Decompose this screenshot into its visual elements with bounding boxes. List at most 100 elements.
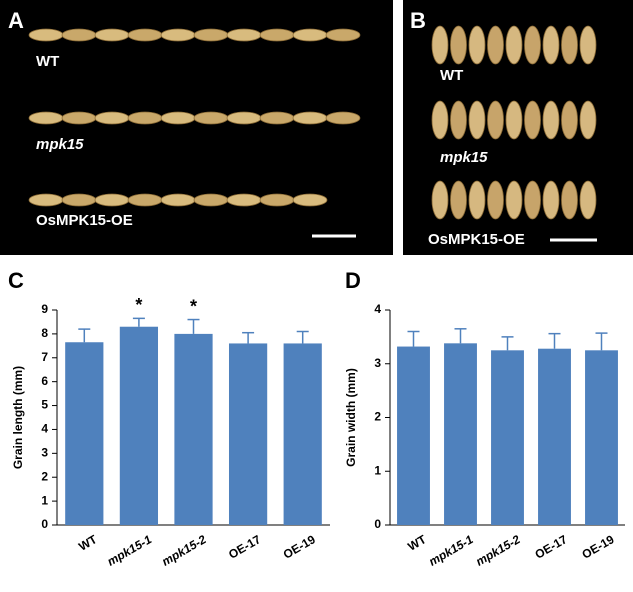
grain bbox=[193, 28, 229, 42]
grain bbox=[505, 25, 523, 65]
x-tick-label: WT bbox=[405, 532, 429, 554]
grain bbox=[127, 28, 163, 42]
grain bbox=[561, 100, 578, 140]
y-tick-label: 4 bbox=[41, 422, 48, 436]
grain bbox=[524, 100, 541, 140]
y-tick-label: 5 bbox=[41, 398, 48, 412]
grains bbox=[28, 25, 597, 220]
y-tick-label: 4 bbox=[374, 302, 381, 316]
significance: * bbox=[135, 295, 142, 315]
grain bbox=[450, 100, 467, 140]
significance: * bbox=[190, 296, 197, 316]
y-axis-label: Grain width (mm) bbox=[344, 368, 358, 467]
grain bbox=[431, 100, 449, 140]
grain bbox=[94, 28, 130, 42]
grain bbox=[524, 180, 541, 220]
grain bbox=[561, 25, 578, 65]
bar bbox=[538, 348, 571, 525]
row-label: mpk15 bbox=[36, 136, 84, 153]
y-tick-label: 0 bbox=[374, 517, 381, 531]
x-tick-label: OE-19 bbox=[281, 532, 318, 562]
grain bbox=[28, 111, 64, 125]
grain bbox=[579, 25, 597, 65]
grain bbox=[431, 180, 449, 220]
grain bbox=[468, 25, 486, 65]
grain bbox=[292, 111, 328, 125]
y-axis-label: Grain length (mm) bbox=[11, 366, 25, 469]
y-tick-label: 1 bbox=[41, 493, 48, 507]
grain bbox=[28, 28, 64, 42]
grain bbox=[487, 180, 504, 220]
bar bbox=[397, 346, 430, 525]
x-tick-label: OE-19 bbox=[580, 532, 617, 562]
x-tick-label: mpk15-1 bbox=[105, 532, 154, 569]
grain bbox=[226, 28, 262, 42]
grain bbox=[542, 100, 560, 140]
y-tick-label: 1 bbox=[374, 463, 381, 477]
grain bbox=[579, 180, 597, 220]
x-tick-label: mpk15-1 bbox=[426, 532, 475, 569]
bar bbox=[228, 343, 268, 525]
grain bbox=[160, 193, 196, 207]
grain bbox=[450, 25, 467, 65]
y-tick-label: 3 bbox=[41, 446, 48, 460]
x-tick-label: mpk15-2 bbox=[159, 532, 208, 569]
bar bbox=[65, 342, 104, 525]
bar bbox=[283, 343, 322, 525]
row-label: WT bbox=[440, 67, 463, 84]
grain bbox=[561, 180, 578, 220]
grain bbox=[325, 28, 361, 42]
grain bbox=[450, 180, 467, 220]
grain bbox=[94, 111, 130, 125]
panel-label: C bbox=[8, 268, 24, 293]
row-label: OsMPK15-OE bbox=[36, 212, 133, 229]
grain bbox=[505, 100, 523, 140]
grain bbox=[61, 111, 97, 125]
row-label: WT bbox=[36, 53, 59, 70]
x-tick-label: OE-17 bbox=[226, 532, 263, 562]
grain bbox=[487, 100, 504, 140]
grain bbox=[193, 111, 229, 125]
grain bbox=[487, 25, 504, 65]
grain bbox=[28, 193, 64, 207]
y-tick-label: 7 bbox=[41, 350, 48, 364]
grain bbox=[259, 28, 295, 42]
row-label: OsMPK15-OE bbox=[428, 231, 525, 248]
grain bbox=[542, 25, 560, 65]
panel-label: D bbox=[345, 268, 361, 293]
grain bbox=[226, 193, 262, 207]
grain bbox=[160, 28, 196, 42]
bar bbox=[119, 326, 159, 525]
grain bbox=[61, 193, 97, 207]
grain bbox=[226, 111, 262, 125]
grain bbox=[127, 193, 163, 207]
grain bbox=[542, 180, 560, 220]
y-tick-label: 0 bbox=[41, 517, 48, 531]
y-tick-label: 3 bbox=[374, 356, 381, 370]
grain bbox=[579, 100, 597, 140]
grain bbox=[160, 111, 196, 125]
y-tick-label: 2 bbox=[374, 410, 381, 424]
x-tick-label: OE-17 bbox=[533, 532, 570, 562]
x-tick-label: WT bbox=[76, 532, 100, 554]
grain bbox=[431, 25, 449, 65]
grain bbox=[292, 28, 328, 42]
bar bbox=[174, 333, 213, 525]
grain bbox=[127, 111, 163, 125]
bar bbox=[444, 343, 477, 525]
panel-label: A bbox=[8, 8, 24, 33]
grain bbox=[61, 28, 97, 42]
grain bbox=[292, 193, 328, 207]
bar bbox=[585, 350, 618, 525]
grain bbox=[524, 25, 541, 65]
grain bbox=[468, 100, 486, 140]
panel-label: B bbox=[410, 8, 426, 33]
grain bbox=[94, 193, 130, 207]
x-tick-label: mpk15-2 bbox=[473, 532, 522, 569]
grain bbox=[259, 193, 295, 207]
grain bbox=[468, 180, 486, 220]
y-tick-label: 2 bbox=[41, 469, 48, 483]
y-tick-label: 6 bbox=[41, 374, 48, 388]
